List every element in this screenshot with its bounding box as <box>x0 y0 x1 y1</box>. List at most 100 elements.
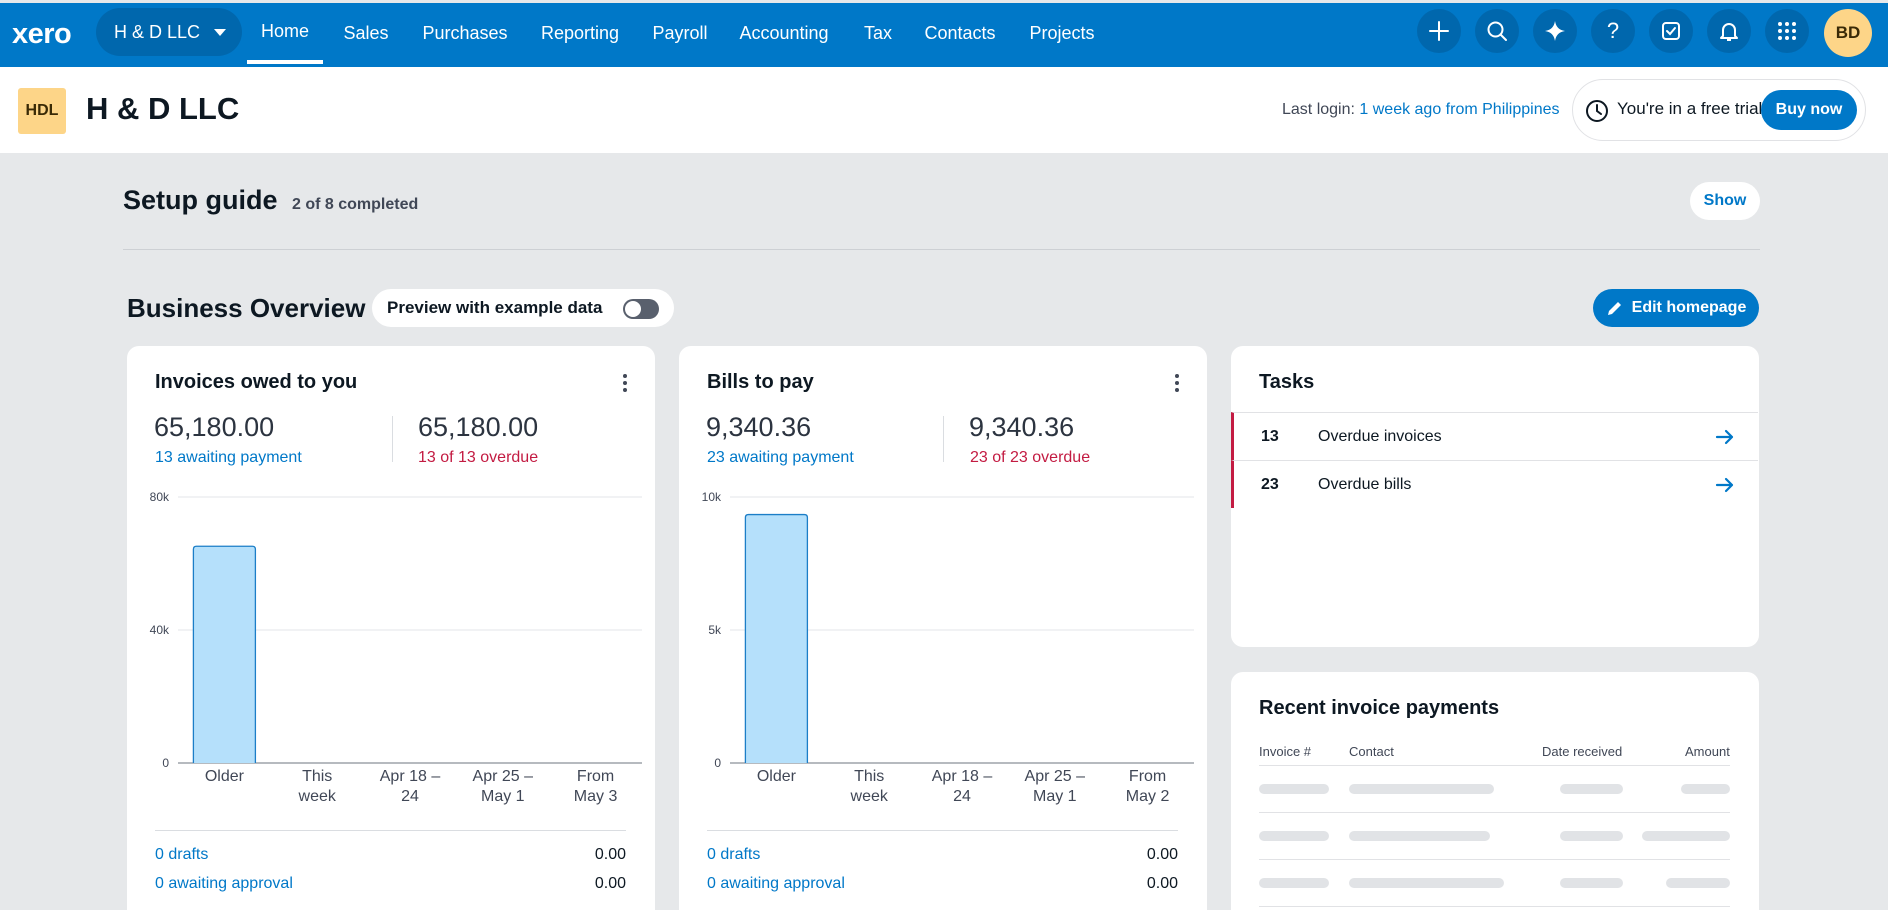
plus-icon[interactable] <box>1417 9 1461 53</box>
task-row[interactable]: 13 Overdue invoices <box>1231 412 1758 460</box>
divider <box>155 830 626 831</box>
loading-placeholder <box>1560 878 1623 888</box>
x-tick-label: 24 <box>953 788 971 805</box>
checklist-icon[interactable] <box>1649 9 1693 53</box>
column-header: Date received <box>1542 744 1623 759</box>
divider <box>707 830 1178 831</box>
drafts-value: 0.00 <box>1146 846 1178 863</box>
x-tick-label: From <box>1129 768 1166 785</box>
column-header: Contact <box>1349 744 1394 759</box>
last-login-label: Last login: <box>1282 101 1355 118</box>
x-tick-label: week <box>298 788 337 805</box>
bills-total: 9,340.36 <box>706 412 812 442</box>
search-icon[interactable] <box>1475 9 1519 53</box>
nav-purchases[interactable]: Purchases <box>422 23 508 43</box>
apps-grid-icon[interactable] <box>1765 9 1809 53</box>
bills-awaiting-link[interactable]: 23 awaiting payment <box>707 449 854 466</box>
awaiting-approval-link[interactable]: 0 awaiting approval <box>707 875 845 892</box>
invoices-awaiting-link[interactable]: 13 awaiting payment <box>155 449 302 466</box>
task-label: Overdue invoices <box>1318 428 1442 445</box>
loading-placeholder <box>1666 878 1730 888</box>
top-nav: xero H & D LLC Home Sales Purchases Repo… <box>0 3 1888 67</box>
x-tick-label: Apr 18 – <box>932 768 993 785</box>
drafts-value: 0.00 <box>594 846 626 863</box>
y-tick-label: 80k <box>150 490 170 504</box>
x-tick-label: May 2 <box>1126 788 1170 805</box>
business-overview-title: Business Overview <box>127 293 366 323</box>
bills-chart: 0 5k 10k Older This week Apr 18 – 24 Apr 25 – May… <box>702 490 1194 805</box>
drafts-link[interactable]: 0 drafts <box>707 846 761 863</box>
caret-down-icon <box>214 28 227 36</box>
x-tick-label: May 3 <box>574 788 618 805</box>
more-options-icon[interactable] <box>615 372 635 394</box>
loading-placeholder <box>1642 831 1730 841</box>
loading-placeholder <box>1560 831 1623 841</box>
loading-placeholder <box>1259 831 1329 841</box>
x-tick-label: From <box>577 768 614 785</box>
help-icon[interactable]: ? <box>1591 9 1635 53</box>
divider <box>1259 765 1730 766</box>
divider <box>1259 859 1730 860</box>
divider <box>392 416 393 462</box>
nav-reporting[interactable]: Reporting <box>540 23 620 43</box>
nav-home[interactable]: Home <box>247 3 323 64</box>
org-switcher[interactable]: H & D LLC <box>96 8 242 56</box>
awaiting-approval-row: 0 awaiting approval 0.00 <box>155 875 626 893</box>
user-avatar[interactable]: BD <box>1824 9 1872 57</box>
preview-toggle[interactable] <box>623 299 659 319</box>
awaiting-approval-link[interactable]: 0 awaiting approval <box>155 875 293 892</box>
invoices-chart: 0 40k 80k Older This week Apr 18 – 24 Apr 25 – Ma… <box>150 490 642 805</box>
task-label: Overdue bills <box>1318 476 1412 493</box>
x-tick-label: Older <box>757 768 797 785</box>
bar <box>192 545 257 763</box>
sparkle-icon[interactable] <box>1533 9 1577 53</box>
invoices-owed-card: Invoices owed to you 65,180.00 13 awaiti… <box>127 346 655 910</box>
bills-overdue-total: 9,340.36 <box>969 412 1075 442</box>
invoices-overdue-total: 65,180.00 <box>418 412 539 442</box>
bills-overdue-link[interactable]: 23 of 23 overdue <box>970 449 1091 466</box>
arrow-right-icon[interactable] <box>1714 474 1736 501</box>
nav-payroll[interactable]: Payroll <box>652 23 708 43</box>
org-switcher-label: H & D LLC <box>114 21 201 42</box>
card-title: Bills to pay <box>707 371 814 393</box>
edit-homepage-label: Edit homepage <box>1631 299 1747 316</box>
drafts-row: 0 drafts 0.00 <box>155 846 626 864</box>
arrow-right-icon[interactable] <box>1714 426 1736 453</box>
last-login-link[interactable]: 1 week ago from Philippines <box>1359 101 1560 118</box>
nav-contacts[interactable]: Contacts <box>924 23 996 43</box>
nav-accounting[interactable]: Accounting <box>739 23 829 43</box>
x-tick-label: May 1 <box>481 788 525 805</box>
preview-example-data[interactable]: Preview with example data <box>372 289 674 327</box>
x-tick-label: May 1 <box>1033 788 1077 805</box>
invoices-overdue-link[interactable]: 13 of 13 overdue <box>418 449 539 466</box>
x-tick-label: Apr 18 – <box>380 768 441 785</box>
x-tick-label: Older <box>205 768 245 785</box>
task-row[interactable]: 23 Overdue bills <box>1231 460 1758 508</box>
more-options-icon[interactable] <box>1167 372 1187 394</box>
org-badge: HDL <box>18 88 66 134</box>
xero-logo[interactable]: xero <box>12 18 72 50</box>
loading-placeholder <box>1349 784 1494 794</box>
drafts-row: 0 drafts 0.00 <box>707 846 1178 864</box>
card-title: Invoices owed to you <box>155 371 358 393</box>
bills-to-pay-card: Bills to pay 9,340.36 23 awaiting paymen… <box>679 346 1207 910</box>
nav-tax[interactable]: Tax <box>863 23 892 43</box>
setup-progress: 2 of 8 completed <box>292 196 419 213</box>
nav-sales[interactable]: Sales <box>343 23 389 43</box>
task-count: 23 <box>1261 476 1279 493</box>
clock-icon <box>1585 99 1609 128</box>
divider <box>1259 812 1730 813</box>
show-setup-button[interactable]: Show <box>1690 182 1760 220</box>
nav-projects[interactable]: Projects <box>1029 23 1095 43</box>
y-tick-label: 0 <box>714 756 721 770</box>
y-tick-label: 40k <box>150 623 170 637</box>
buy-now-button[interactable]: Buy now <box>1761 90 1857 130</box>
org-name: H & D LLC <box>86 91 240 126</box>
edit-homepage-button[interactable]: Edit homepage <box>1593 289 1759 327</box>
drafts-link[interactable]: 0 drafts <box>155 846 209 863</box>
x-tick-label: Apr 25 – <box>1025 768 1086 785</box>
x-tick-label: This <box>302 768 332 785</box>
bell-icon[interactable] <box>1707 9 1751 53</box>
loading-placeholder <box>1349 831 1490 841</box>
task-count: 13 <box>1261 428 1279 445</box>
